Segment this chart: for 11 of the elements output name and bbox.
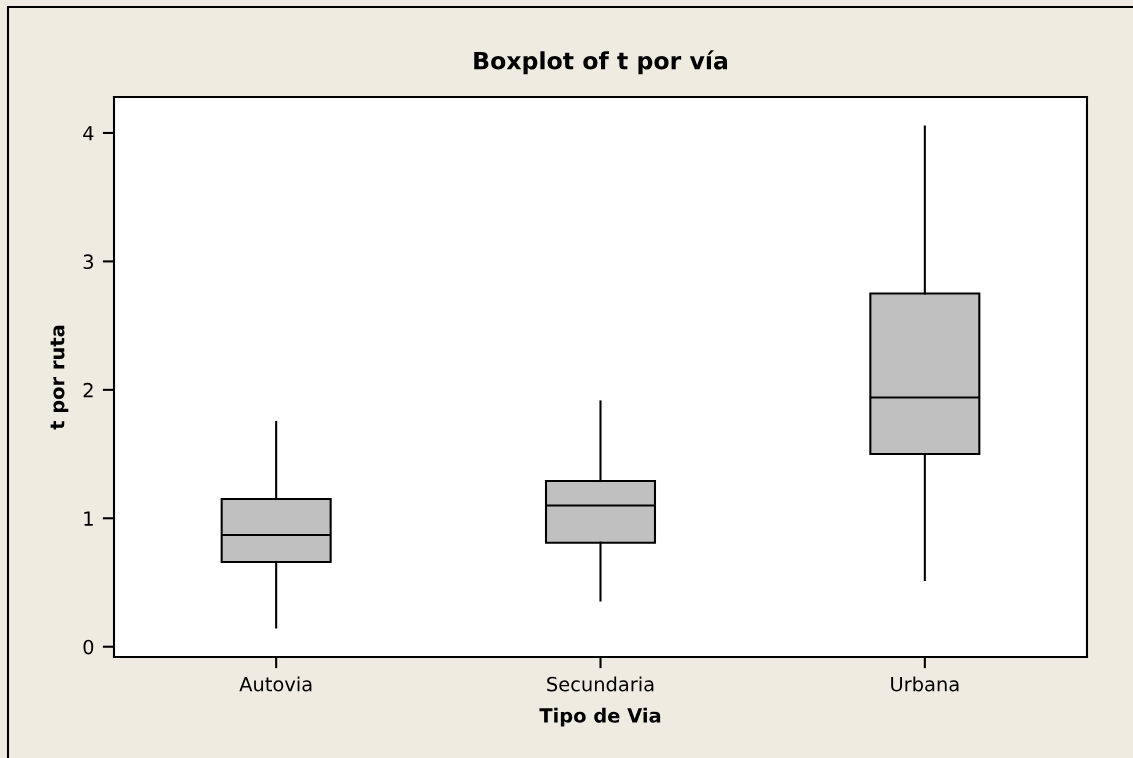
y-tick-label: 3: [83, 254, 93, 270]
chart-title: Boxplot of t por vía: [474, 50, 728, 75]
y-tick-label: 1: [84, 511, 93, 526]
x-axis-title: Tipo de Via: [539, 707, 661, 727]
y-tick-label: 2: [83, 382, 93, 398]
x-tick-label: Urbana: [891, 676, 959, 692]
y-tick-label: 4: [83, 126, 94, 141]
x-tick-label: Secundaria: [547, 676, 654, 692]
y-axis-title: t por ruta: [50, 325, 69, 430]
y-tick-label: 0: [83, 639, 94, 655]
x-tick-label: Autovia: [239, 676, 312, 692]
